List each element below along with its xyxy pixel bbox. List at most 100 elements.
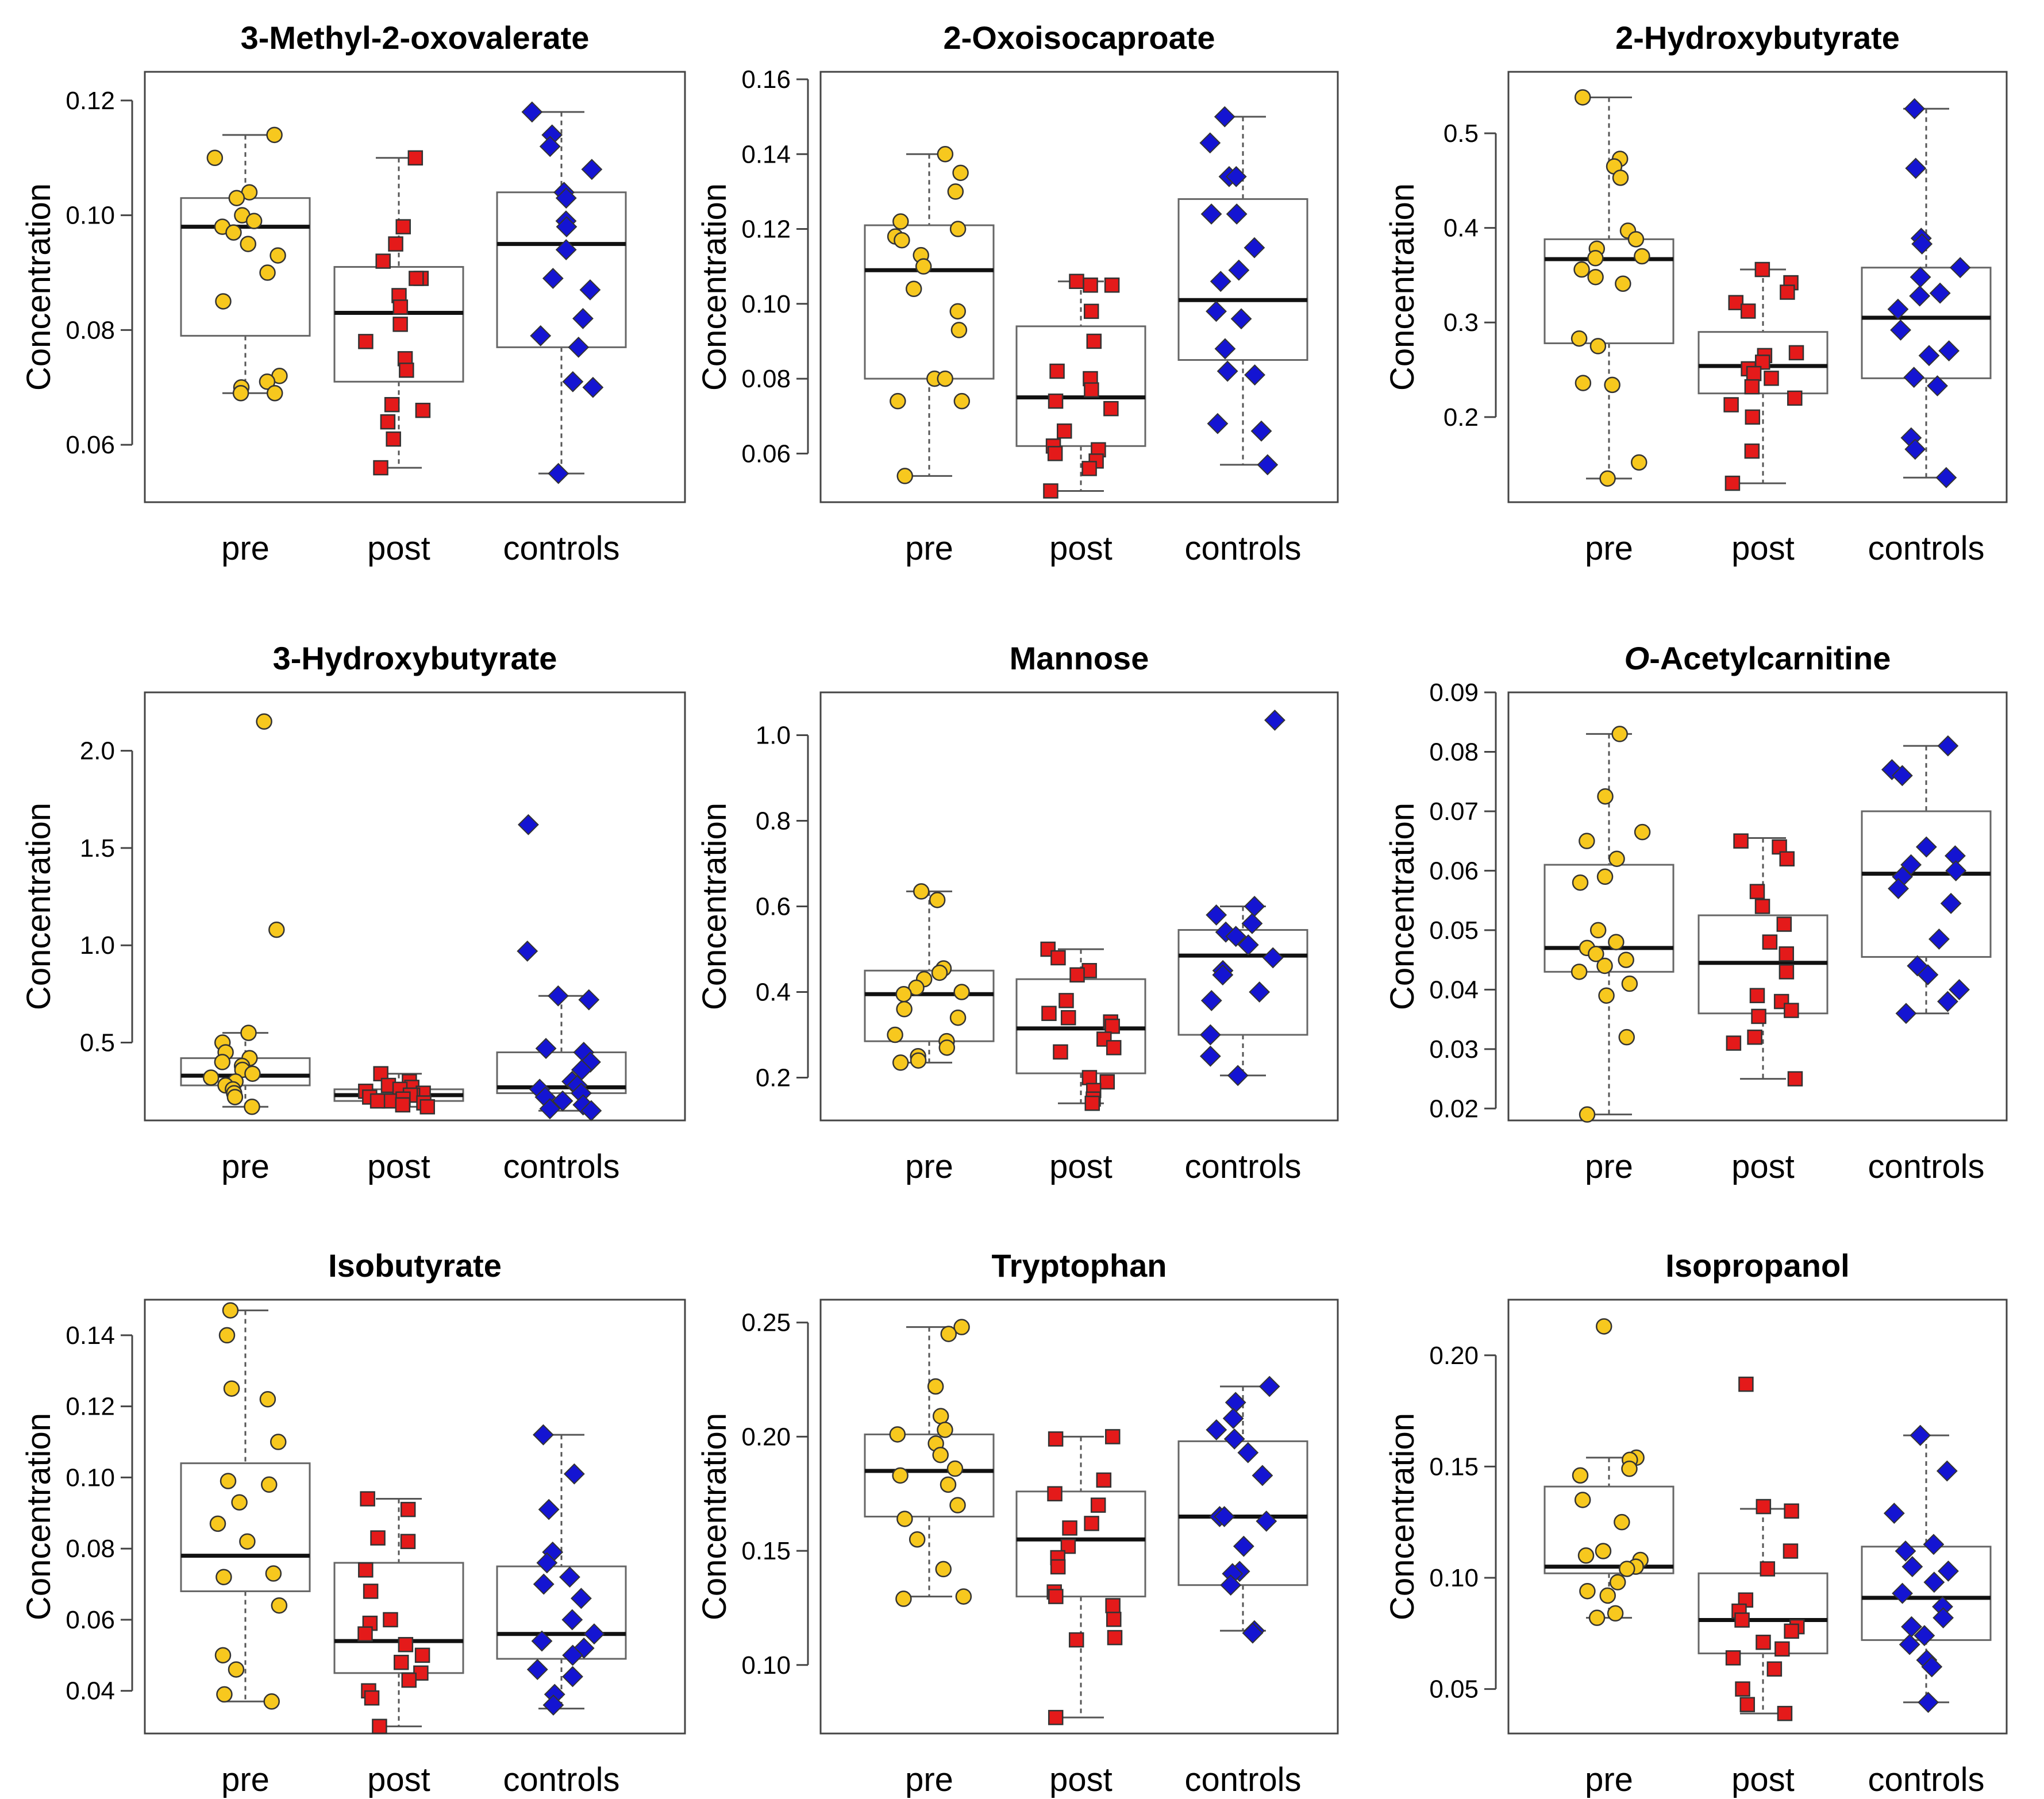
data-point-controls [1214, 338, 1236, 360]
data-point-controls [1199, 1045, 1221, 1067]
data-point-post [1049, 363, 1065, 379]
data-point-post [373, 1066, 388, 1081]
y-tick-label: 0.08 [66, 1535, 115, 1563]
data-point-post [1738, 1376, 1754, 1392]
data-point-pre [932, 1446, 949, 1463]
iqr-box [1177, 198, 1308, 361]
data-point-pre [215, 293, 232, 310]
data-point-post [1083, 303, 1099, 319]
x-category-label: controls [503, 1148, 619, 1185]
panel-2-oxoisocaproate: 2-Oxoisocaproate Concentration 0.06 0.08 0.1… [696, 20, 1339, 567]
iqr-box [1861, 1546, 1992, 1641]
data-point-post [364, 1690, 380, 1706]
data-point-pre [270, 1434, 287, 1450]
data-point-controls [578, 989, 600, 1011]
data-point-post [358, 334, 374, 349]
group-pre [1543, 726, 1675, 1123]
data-point-controls [1904, 438, 1926, 460]
data-point-post [1779, 946, 1794, 962]
data-point-post [1106, 1612, 1122, 1627]
data-point-pre [1587, 250, 1604, 267]
x-category-label: pre [905, 1761, 953, 1798]
data-point-controls [1257, 454, 1279, 476]
data-point-post [1058, 993, 1074, 1008]
data-point-controls [1935, 467, 1957, 488]
x-category-label: post [1049, 1148, 1113, 1185]
data-point-pre [1595, 1543, 1612, 1559]
x-category-label: controls [503, 530, 619, 567]
y-axis-label: Concentration [20, 183, 57, 391]
data-point-pre [953, 984, 970, 1000]
data-point-pre [1599, 470, 1616, 487]
data-point-controls [1206, 1419, 1227, 1440]
data-point-controls [535, 1038, 557, 1060]
data-point-controls [1223, 1428, 1245, 1450]
chart-title: O-Acetylcarnitine [1625, 640, 1891, 676]
data-point-controls [1911, 233, 1933, 255]
group-pre [180, 126, 311, 402]
y-axis-label: Concentration [696, 1413, 733, 1620]
data-point-post [357, 1626, 373, 1642]
data-point-post [1069, 273, 1084, 289]
data-point-controls [533, 1424, 554, 1446]
data-point-controls [1905, 157, 1927, 179]
data-point-pre [887, 1026, 903, 1043]
data-point-post [1733, 833, 1749, 849]
y-tick-label: 0.5 [1443, 120, 1479, 148]
plot-frame [819, 691, 1339, 1122]
data-point-post [369, 1093, 386, 1109]
data-point-controls [1249, 981, 1271, 1003]
data-point-controls [1891, 765, 1913, 787]
data-point-controls [1895, 1540, 1916, 1562]
y-tick-label: 0.02 [1429, 1095, 1479, 1123]
data-point-pre [946, 1460, 964, 1477]
y-tick-label: 0.3 [1443, 309, 1479, 337]
data-point-controls [530, 325, 552, 346]
data-point-pre [949, 1497, 966, 1513]
data-point-post [1762, 934, 1778, 950]
data-point-pre [218, 1327, 236, 1344]
data-point-controls [555, 187, 577, 209]
data-point-controls [1903, 367, 1925, 388]
data-point-controls [1945, 860, 1967, 881]
plot-frame [819, 71, 1339, 503]
data-point-pre [232, 385, 249, 402]
data-point-post [1068, 1632, 1084, 1648]
data-point-post [1050, 950, 1066, 966]
x-category-label: pre [1585, 1761, 1633, 1798]
data-point-controls [583, 1623, 605, 1645]
data-point-pre [894, 232, 910, 249]
iqr-box [1177, 1440, 1308, 1586]
panel-3-methyl-2-oxovalerate: 3-Methyl-2-oxovalerate Concentration 0.06 0… [20, 20, 686, 567]
y-axis-label: Concentration [20, 1413, 57, 1620]
y-tick-label: 0.04 [66, 1677, 115, 1705]
y-tick-label: 0.15 [741, 1537, 791, 1565]
data-point-pre [228, 1661, 245, 1678]
x-category-label: post [367, 1761, 430, 1798]
data-point-pre [931, 964, 948, 981]
data-point-post [1760, 1561, 1776, 1577]
data-point-post [1749, 884, 1765, 899]
data-point-controls [1917, 964, 1939, 985]
data-point-pre [1595, 1318, 1612, 1335]
x-category-label: post [367, 1148, 430, 1185]
group-pre [864, 1319, 995, 1607]
data-point-controls [539, 1098, 561, 1120]
data-point-controls [1923, 1571, 1945, 1593]
data-point-pre [1589, 338, 1607, 355]
data-point-post [392, 299, 409, 315]
x-category-label: pre [221, 530, 270, 567]
data-point-controls [1936, 1460, 1958, 1482]
chart-title: 2-Hydroxybutyrate [1615, 20, 1900, 56]
data-point-pre [1608, 934, 1625, 950]
x-category-label: pre [1585, 1148, 1633, 1185]
data-point-pre [929, 892, 946, 908]
data-point-controls [1244, 896, 1265, 917]
data-point-pre [244, 1099, 260, 1115]
y-tick-label: 0.09 [1429, 679, 1479, 707]
data-point-post [383, 1612, 398, 1628]
data-point-pre [1574, 89, 1591, 106]
group-pre [1543, 1318, 1675, 1626]
data-point-post [1787, 1071, 1803, 1087]
data-point-pre [938, 1039, 956, 1056]
